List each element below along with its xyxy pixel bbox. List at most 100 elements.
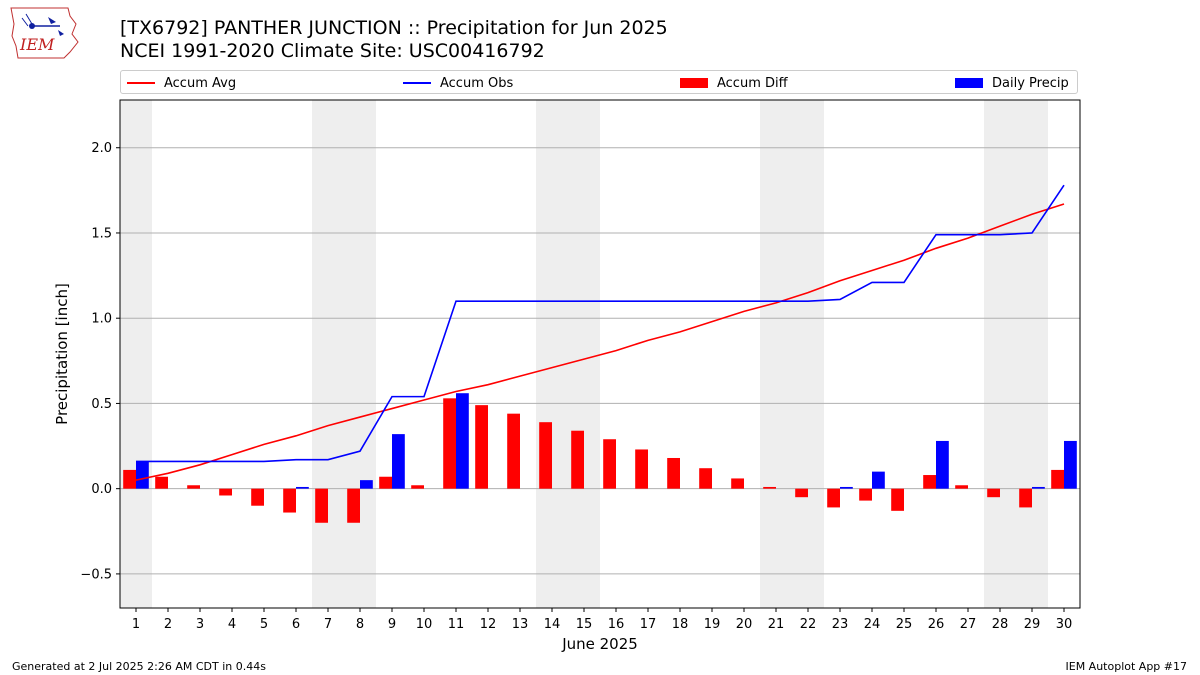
legend-swatch-accum-avg [127,82,155,84]
x-tick-label: 13 [512,617,529,632]
x-tick-label: 15 [576,617,593,632]
daily-precip-bar [872,471,885,489]
x-tick-label: 17 [640,617,657,632]
weekend-band [984,100,1048,608]
legend-label-daily-precip: Daily Precip [992,75,1069,91]
accum-diff-bar [667,457,680,489]
y-tick-label: 0.5 [91,397,112,412]
legend-swatch-accum-obs [403,82,431,84]
accum-diff-bar [507,413,520,489]
y-tick-label: 0.0 [91,482,112,497]
legend-swatch-daily-precip [955,78,983,88]
accum-diff-bar [891,488,904,511]
accum-diff-bar [795,488,808,498]
x-tick-label: 6 [292,617,300,632]
legend: Accum Avg Accum Obs Accum Diff Daily Pre… [120,70,1078,94]
accum-diff-bar [219,488,232,496]
x-tick-label: 28 [992,617,1009,632]
legend-item-accum-diff: Accum Diff [680,74,788,92]
y-tick-label: 1.5 [91,226,112,241]
legend-item-daily-precip: Daily Precip [955,74,1069,92]
x-tick-label: 12 [480,617,497,632]
accum-diff-bar [955,485,968,489]
generated-timestamp: Generated at 2 Jul 2025 2:26 AM CDT in 0… [12,660,266,673]
x-tick-label: 24 [864,617,881,632]
x-tick-label: 26 [928,617,945,632]
accum-diff-bar [315,488,328,523]
y-axis-label: Precipitation [inch] [53,283,71,425]
accum-diff-bar [987,488,1000,498]
iem-logo-text: IEM [19,35,55,54]
x-tick-label: 20 [736,617,753,632]
weekend-band [120,100,152,608]
accum-diff-bar [123,469,136,489]
x-tick-label: 21 [768,617,785,632]
x-tick-label: 19 [704,617,721,632]
accum-diff-bar [475,405,488,489]
accum-diff-bar [347,488,360,523]
x-tick-label: 27 [960,617,977,632]
x-axis-label: June 2025 [561,635,638,653]
accum-diff-bar [187,485,200,489]
daily-precip-bar [296,486,309,489]
accum-diff-bar [283,488,296,513]
daily-precip-bar [136,461,149,489]
accum-diff-bar [539,422,552,489]
x-tick-label: 18 [672,617,689,632]
accum-diff-bar [699,468,712,489]
app-credit: IEM Autoplot App #17 [1065,660,1188,673]
x-tick-label: 25 [896,617,913,632]
chart-subtitle: NCEI 1991-2020 Climate Site: USC00416792 [120,40,545,62]
chart-title: [TX6792] PANTHER JUNCTION :: Precipitati… [120,17,668,39]
x-tick-label: 1 [132,617,140,632]
x-tick-label: 10 [416,617,433,632]
accum-diff-bar [155,476,168,489]
x-tick-label: 23 [832,617,849,632]
accum-diff-bar [763,486,776,489]
x-tick-label: 22 [800,617,817,632]
accum-diff-bar [1051,469,1064,489]
accum-diff-bar [251,488,264,506]
y-tick-label: 2.0 [91,141,112,156]
weekend-band [760,100,824,608]
x-tick-label: 8 [356,617,364,632]
legend-label-accum-diff: Accum Diff [717,75,788,91]
accum-avg-line [135,203,1065,481]
x-tick-label: 14 [544,617,561,632]
legend-label-accum-avg: Accum Avg [164,75,237,91]
daily-precip-bar [1064,440,1077,489]
accum-diff-bar [635,449,648,489]
daily-precip-bar [360,480,373,489]
accum-diff-bar [603,439,616,489]
x-tick-label: 7 [324,617,332,632]
x-tick-label: 30 [1056,617,1073,632]
legend-item-accum-avg: Accum Avg [127,74,236,92]
x-tick-label: 11 [448,617,465,632]
x-tick-label: 9 [388,617,396,632]
y-tick-label: −0.5 [80,567,112,582]
legend-swatch-accum-diff [680,78,708,88]
x-tick-label: 4 [228,617,236,632]
weekend-band [536,100,600,608]
daily-precip-bar [456,393,469,489]
weekend-band [312,100,376,608]
x-tick-label: 16 [608,617,625,632]
accum-diff-bar [379,476,392,489]
accum-diff-bar [411,485,424,489]
daily-precip-bar [392,434,405,489]
legend-item-accum-obs: Accum Obs [403,74,513,92]
legend-label-accum-obs: Accum Obs [440,75,514,91]
accum-diff-bar [859,488,872,501]
daily-precip-bar [936,440,949,489]
accum-diff-bar [827,488,840,508]
accum-diff-bar [571,430,584,489]
accum-diff-bar [1019,488,1032,508]
daily-precip-bar [840,486,853,489]
accum-obs-line [136,184,1065,463]
plot-frame [119,99,1081,609]
iem-logo: IEM [10,7,79,59]
x-tick-label: 3 [196,617,204,632]
x-tick-label: 5 [260,617,268,632]
x-tick-label: 2 [164,617,172,632]
